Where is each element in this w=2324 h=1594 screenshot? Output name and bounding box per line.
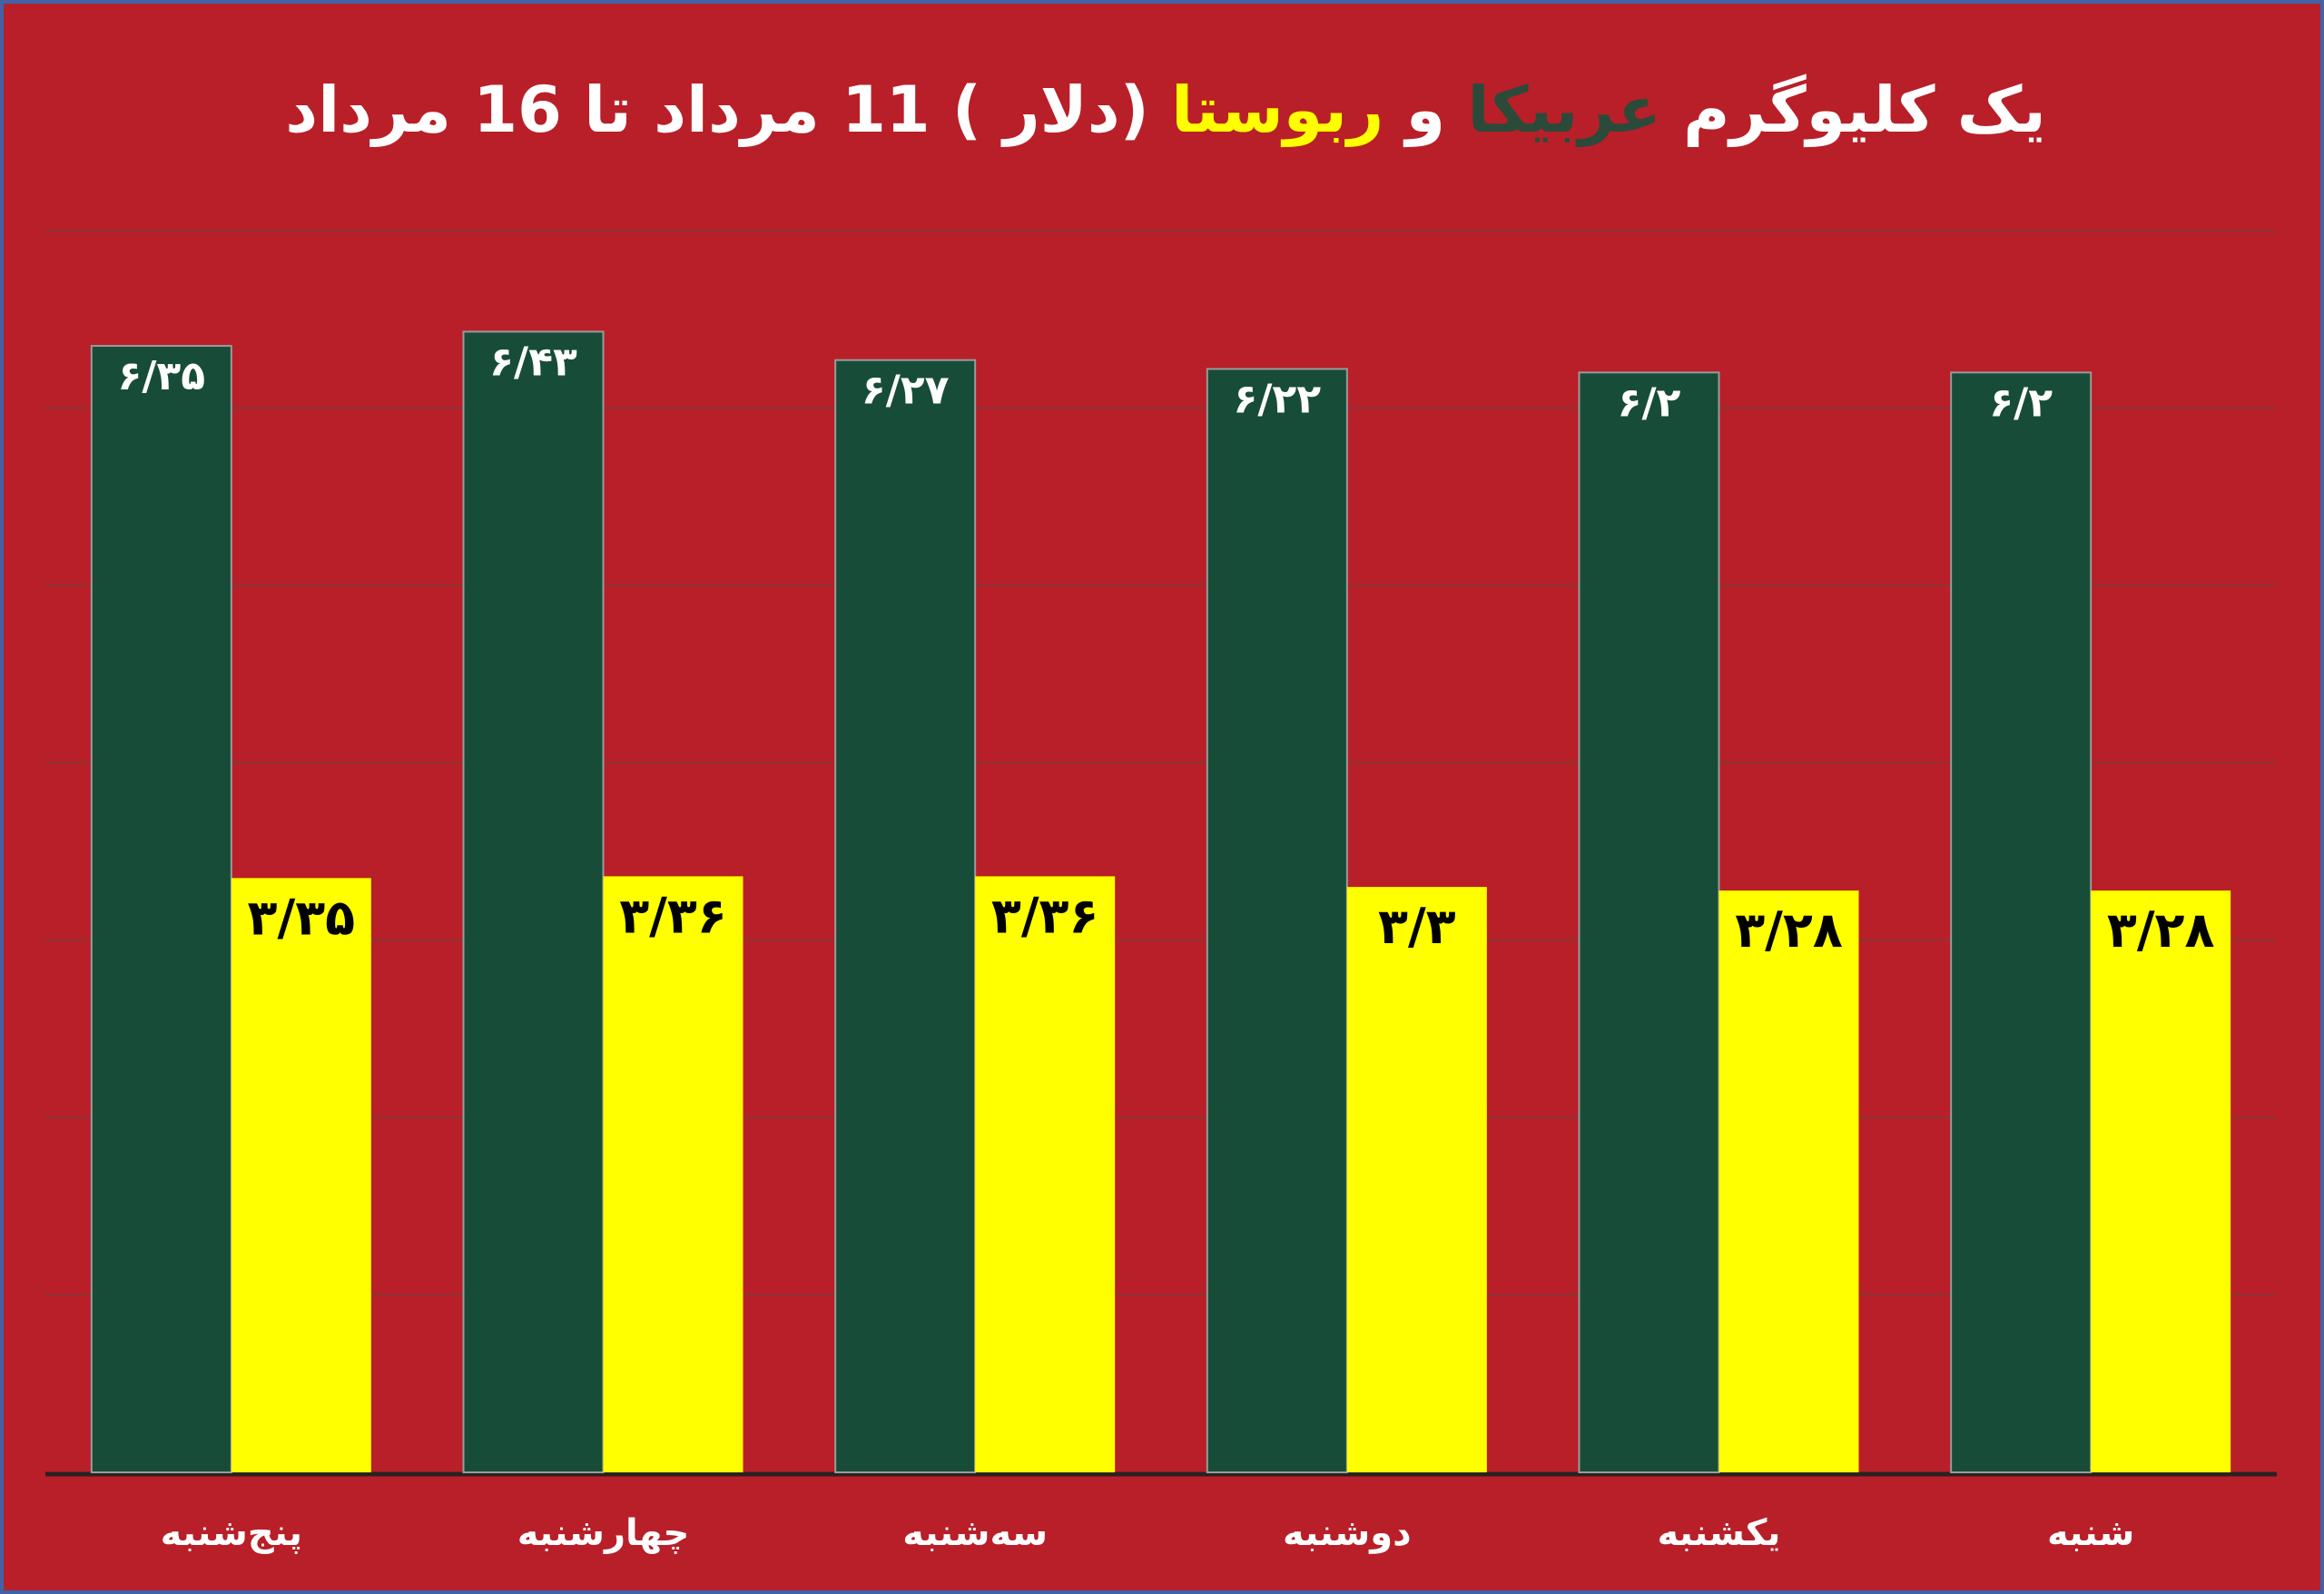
data-label-robusta: ۳/۳۶ <box>991 887 1099 944</box>
data-label-arabica: ۶/۲۷ <box>862 368 950 414</box>
category-label: یکشنبه <box>1658 1512 1781 1554</box>
title-part-3: (دلار ) 11 مرداد تا 16 مرداد <box>285 73 1172 147</box>
data-label-arabica: ۶/۳۵ <box>118 353 206 399</box>
title-part-1: یک کلیوگرم <box>1660 73 2046 147</box>
category-label: شنبه <box>2047 1512 2134 1554</box>
title-robusta: ربوستا <box>1171 73 1384 147</box>
bar-arabica <box>1578 371 1720 1473</box>
bar-robusta <box>2091 890 2231 1472</box>
bar-arabica <box>834 359 977 1474</box>
category-label: پنج‌شنبه <box>161 1512 302 1554</box>
data-label-robusta: ۳/۳۶ <box>619 887 727 944</box>
bar-robusta <box>1718 890 1859 1472</box>
data-label-arabica: ۶/۲ <box>1989 379 2053 426</box>
data-label-arabica: ۶/۲ <box>1618 379 1681 426</box>
bar-arabica <box>90 345 232 1473</box>
data-label-robusta: ۳/۲۸ <box>1735 901 1843 959</box>
bar-robusta <box>1346 887 1487 1472</box>
bar-robusta <box>603 876 743 1472</box>
bars <box>90 330 2231 1474</box>
title-part-2: و <box>1384 73 1468 147</box>
bar-robusta <box>231 878 371 1472</box>
bar-arabica <box>462 330 605 1473</box>
category-label: سه‌شنبه <box>902 1512 1048 1554</box>
data-label-robusta: ۳/۳ <box>1378 898 1456 955</box>
gridlines <box>45 230 2277 1477</box>
title-arabica: عربیکا <box>1467 73 1661 147</box>
bar-arabica <box>1206 368 1348 1473</box>
data-label-arabica: ۶/۴۳ <box>489 339 577 385</box>
bar-arabica <box>1950 371 2093 1473</box>
category-labels: پنج‌شنبه چهارشنبه سه‌شنبه دوشنبه یکشنبه شنبه <box>161 1512 2135 1554</box>
category-label: چهارشنبه <box>517 1512 690 1554</box>
category-label: دوشنبه <box>1283 1512 1412 1554</box>
chart-title: یک کلیوگرم عربیکا و ربوستا (دلار ) 11 مر… <box>4 60 2324 160</box>
data-labels: ۶/۳۵ ۳/۳۵ ۶/۴۳ ۳/۳۶ ۶/۲۷ ۳/۳۶ ۶/۲۲ ۳/۳ ۶/۲ ۳/۲۸ ۶/… <box>118 339 2215 959</box>
data-label-robusta: ۳/۲۸ <box>2107 901 2215 959</box>
data-label-arabica: ۶/۲۲ <box>1234 376 1322 422</box>
bar-robusta <box>975 876 1116 1472</box>
data-label-robusta: ۳/۳۵ <box>248 889 356 946</box>
